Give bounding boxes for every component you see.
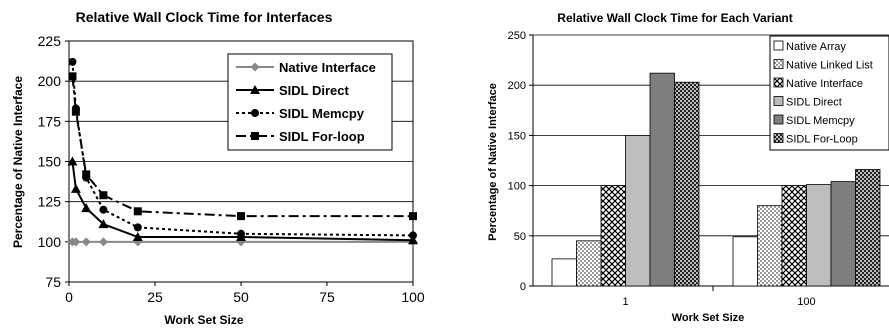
legend-marker (250, 85, 260, 94)
y-tick-label: 100 (38, 234, 62, 250)
series-line-sidl-direct (71, 161, 414, 242)
legend-label: SIDL Memcpy (786, 115, 855, 127)
legend-label: SIDL Memcpy (279, 106, 365, 121)
bar-native-array-1 (551, 258, 577, 287)
x-tick-label: 100 (401, 289, 425, 305)
legend-label: Native Linked List (786, 60, 873, 72)
data-point (81, 237, 91, 247)
bar-chart-x-ticks: 1 100 (622, 296, 815, 308)
bar-native-interface-1 (600, 185, 626, 287)
x-tick-label: 100 (797, 296, 815, 308)
y-tick-label: 150 (508, 130, 526, 142)
data-point (133, 223, 142, 232)
data-point (132, 232, 143, 242)
data-point (133, 207, 142, 216)
bar-chart-x-label: Work Set Size (672, 312, 745, 324)
bar-sidl-for-loop-100 (855, 169, 881, 287)
y-tick-label: 75 (45, 274, 61, 290)
bar-chart-title: Relative Wall Clock Time for Each Varian… (557, 11, 792, 25)
data-point (98, 237, 108, 247)
bar-chart-legend: Native Array Native Linked List Native Int… (769, 35, 889, 151)
legend-label: SIDL Direct (786, 97, 842, 109)
line-chart-x-ticks: 0 25 50 75 100 (65, 282, 425, 305)
data-point (409, 231, 417, 240)
line-chart-legend-entries: Native Interface SIDL Direct SIDL Memcpy SI… (236, 60, 376, 144)
y-tick-label: 100 (508, 181, 526, 193)
x-tick-label: 75 (319, 289, 335, 305)
data-point (99, 191, 108, 200)
line-chart-y-label: Percentage of Native Interface (11, 76, 25, 248)
bar-chart-bars (551, 72, 881, 287)
line-chart-series (67, 57, 418, 247)
legend-marker (250, 62, 260, 72)
data-point (409, 212, 417, 221)
x-tick-label: 1 (622, 296, 628, 308)
legend-label: SIDL Direct (279, 83, 350, 98)
data-point (99, 205, 108, 214)
bar-chart-legend-entries: Native Array Native Linked List Native Int… (773, 40, 873, 146)
legend-swatch (773, 133, 784, 143)
data-point (71, 237, 81, 247)
x-tick-label: 50 (233, 289, 249, 305)
legend-marker (251, 132, 259, 140)
y-tick-label: 200 (508, 80, 526, 92)
bar-native-interface-100 (781, 185, 807, 287)
bar-sidl-direct-100 (806, 184, 832, 287)
y-tick-label: 175 (38, 113, 62, 129)
bar-sidl-direct-1 (625, 134, 651, 287)
line-chart-y-ticks: 75 100 125 150 175 200 225 (38, 33, 69, 290)
data-point (71, 107, 80, 116)
bar-sidl-memcpy-100 (830, 181, 856, 287)
bar-native-linked-list-1 (576, 240, 602, 287)
data-point (68, 57, 77, 66)
x-tick-label: 0 (65, 289, 73, 305)
legend-swatch (773, 114, 784, 125)
y-tick-label: 50 (514, 231, 526, 243)
line-chart: Relative Wall Clock Time for Interfaces … (11, 9, 425, 327)
legend-swatch (773, 96, 784, 106)
legend-label: Native Array (786, 41, 846, 53)
legend-label: SIDL For-loop (279, 129, 365, 144)
legend-swatch (773, 77, 784, 88)
data-point (70, 183, 81, 193)
y-tick-label: 250 (508, 30, 526, 42)
data-point (68, 72, 77, 81)
y-tick-label: 150 (38, 154, 62, 170)
bar-chart-y-label: Percentage of Native Interface (487, 83, 499, 241)
y-tick-label: 125 (38, 194, 62, 210)
data-point (67, 156, 78, 166)
data-point (81, 203, 92, 213)
line-chart-x-label: Work Set Size (164, 313, 243, 327)
y-tick-label: 0 (520, 281, 526, 293)
bar-native-linked-list-100 (757, 205, 783, 287)
data-point (237, 229, 245, 238)
data-point (408, 235, 418, 245)
y-tick-label: 225 (38, 33, 62, 49)
series-sidl-for-loop (68, 72, 417, 221)
bar-native-array-100 (732, 236, 758, 287)
bar-chart-y-ticks: 0 50 100 150 200 250 (508, 30, 533, 293)
legend-label: SIDL For-Loop (786, 134, 858, 146)
legend-label: Native Interface (279, 60, 376, 75)
legend-label: Native Interface (786, 78, 863, 90)
bar-sidl-for-loop-1 (674, 81, 700, 287)
data-point (237, 212, 245, 221)
data-point (98, 219, 109, 229)
legend-marker (251, 109, 259, 117)
bar-chart-legend-box (769, 35, 889, 151)
line-chart-legend: Native Interface SIDL Direct SIDL Memcpy SI… (227, 53, 393, 151)
x-tick-label: 25 (147, 289, 163, 305)
bar-chart: Relative Wall Clock Time for Each Varian… (487, 11, 889, 324)
y-tick-label: 200 (38, 73, 62, 89)
legend-swatch (773, 59, 784, 69)
data-point (82, 170, 91, 179)
bar-sidl-memcpy-1 (649, 72, 675, 287)
legend-swatch (773, 40, 784, 51)
line-chart-title: Relative Wall Clock Time for Interfaces (76, 9, 333, 25)
